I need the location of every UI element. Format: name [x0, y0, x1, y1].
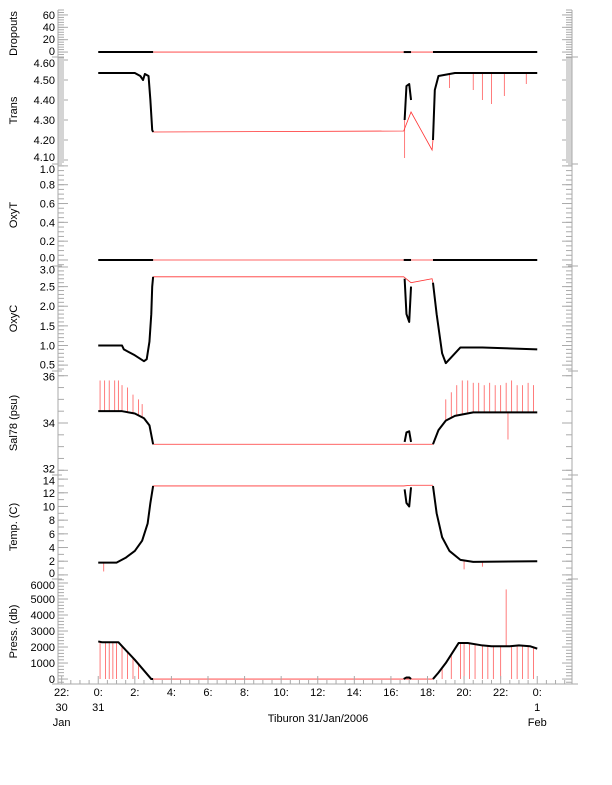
y-tick-label: 6 — [49, 529, 55, 541]
y-tick-label: 0 — [49, 674, 55, 686]
x-axis-label: Tiburon 31/Jan/2006 — [268, 713, 369, 725]
panel-press: 0 1000 2000 3000 4000 5000 6000 Press. (db) — [8, 579, 578, 686]
y-tick-label: 12 — [43, 488, 55, 500]
y-tick-label: 4.10 — [34, 152, 55, 164]
y-tick-label: 0.0 — [40, 252, 55, 264]
y-tick-label: 4.60 — [34, 58, 55, 70]
y-tick-label: 60 — [43, 10, 55, 22]
x-tick-label: 22: — [54, 687, 69, 699]
measured-line — [431, 72, 538, 141]
measured-line — [403, 676, 412, 680]
y-tick-label: 3000 — [31, 626, 55, 638]
y-tick-label: 2.0 — [40, 301, 55, 313]
measured-line — [403, 487, 413, 508]
y-tick-label: 0.4 — [40, 217, 55, 229]
measured-line — [98, 640, 154, 681]
x-tick-label: 30 — [56, 702, 68, 714]
y-tick-label: 36 — [43, 371, 55, 383]
y-tick-label: 4.20 — [34, 135, 55, 147]
measured-line — [432, 411, 538, 445]
y-tick-label: 0.8 — [40, 180, 55, 192]
x-tick-label: 14: — [347, 687, 362, 699]
y-tick-label: 20 — [43, 34, 55, 46]
y-axis-label: Temp. (C) — [8, 503, 20, 551]
panels: 0204060Dropouts4.104.204.304.404.504.60T… — [8, 9, 578, 686]
measured-line — [98, 72, 155, 133]
y-axis-label: Trans — [8, 96, 20, 124]
panel-oxyt: 0.0 0.2 0.4 0.6 0.8 1.0 OxyT — [8, 164, 578, 267]
x-tick-label: Jan — [53, 717, 71, 729]
x-tick-label: Feb — [528, 717, 547, 729]
x-tick-label: 31 — [92, 702, 104, 714]
x-tick-label: 6: — [203, 687, 212, 699]
y-tick-label: 0.2 — [40, 236, 55, 248]
y-tick-label: 10 — [43, 501, 55, 513]
y-tick-label: 6000 — [31, 580, 55, 592]
y-axis-label: OxyC — [8, 305, 20, 333]
x-tick-label: 12: — [310, 687, 325, 699]
x-tick-label: 0: — [94, 687, 103, 699]
y-tick-label: 0 — [49, 46, 55, 58]
y-tick-label: 1.5 — [40, 321, 55, 333]
y-tick-label: 4.50 — [34, 75, 55, 87]
x-tick-label: 0: — [533, 687, 542, 699]
y-tick-label: 0.6 — [40, 199, 55, 211]
y-axis-label: OxyT — [8, 202, 20, 229]
measured-line — [432, 642, 538, 680]
interpolated-line — [153, 276, 434, 284]
y-tick-label: 5000 — [31, 594, 55, 606]
y-tick-label: 8 — [49, 515, 55, 527]
interpolated-line — [153, 111, 434, 152]
y-tick-label: 1000 — [31, 658, 55, 670]
y-tick-label: 1.0 — [40, 164, 55, 176]
x-tick-label: 2: — [130, 687, 139, 699]
y-tick-label: 0 — [49, 568, 55, 580]
measured-line — [403, 83, 413, 121]
y-tick-label: 4 — [49, 543, 55, 555]
x-tick-label: 1 — [534, 702, 540, 714]
measured-line — [403, 278, 413, 323]
x-tick-label: 8: — [240, 687, 249, 699]
y-tick-label: 40 — [43, 22, 55, 34]
measured-line — [98, 276, 155, 363]
y-tick-label: 4.30 — [34, 115, 55, 127]
x-tick-label: 22: — [493, 687, 508, 699]
y-tick-label: 3.0 — [40, 264, 55, 276]
panel-sal78: 32 34 36 Sal78 (psu) — [8, 371, 578, 476]
measured-line — [98, 485, 155, 564]
y-tick-label: 4000 — [31, 610, 55, 622]
y-axis-label: Dropouts — [8, 11, 20, 56]
x-tick-label: 10: — [274, 687, 289, 699]
x-tick-label: 4: — [167, 687, 176, 699]
y-tick-label: 32 — [43, 464, 55, 476]
panel-trans: 4.10 4.20 4.30 4.40 4.50 4.60 Trans — [8, 57, 578, 165]
y-tick-label: 34 — [43, 418, 55, 430]
y-tick-label: 2.5 — [40, 282, 55, 294]
measured-line — [98, 410, 155, 445]
x-tick-label: 18: — [420, 687, 435, 699]
y-tick-label: 1.0 — [40, 340, 55, 352]
interpolated-line — [153, 484, 433, 487]
x-tick-label: 20: — [456, 687, 471, 699]
y-tick-label: 14 — [43, 476, 55, 488]
measured-line — [431, 282, 538, 365]
measured-line — [431, 485, 538, 563]
measured-line — [403, 430, 413, 443]
y-axis-label: Sal78 (psu) — [8, 395, 20, 451]
y-tick-label: 2 — [49, 556, 55, 568]
y-tick-label: 4.40 — [34, 95, 55, 107]
y-axis-label: Press. (db) — [8, 605, 20, 659]
y-tick-label: 0.5 — [40, 359, 55, 371]
x-tick-label: 16: — [383, 687, 398, 699]
panel-oxyc: 0.5 1.0 1.5 2.0 2.5 3.0 OxyC — [8, 264, 578, 372]
y-tick-label: 2000 — [31, 642, 55, 654]
